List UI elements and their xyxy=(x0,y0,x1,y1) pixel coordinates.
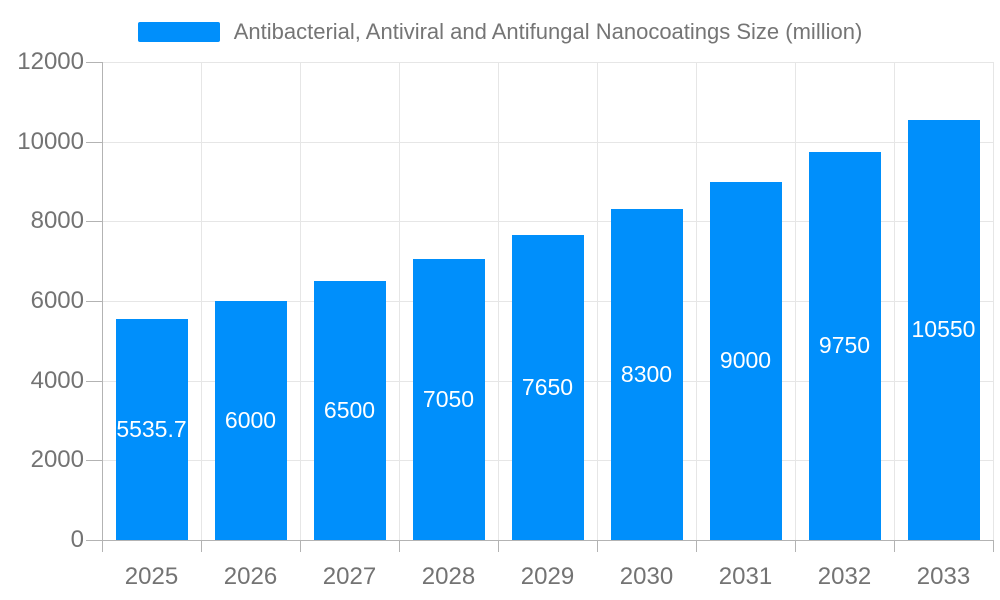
y-axis-tick xyxy=(86,301,102,302)
y-axis-tick xyxy=(86,540,102,541)
x-tick-label: 2030 xyxy=(619,563,674,590)
bar-value-label: 9750 xyxy=(818,332,871,359)
bar-value-label: 5535.7 xyxy=(116,416,187,443)
x-gridline xyxy=(795,62,796,540)
x-axis-tick xyxy=(300,540,301,552)
x-gridline xyxy=(300,62,301,540)
y-tick-label: 4000 xyxy=(30,366,84,394)
y-tick-label: 6000 xyxy=(30,287,84,314)
x-axis-tick xyxy=(795,540,796,552)
x-tick-label: 2033 xyxy=(916,563,971,590)
x-tick-label: 2029 xyxy=(520,563,575,590)
bar[interactable]: 8300 xyxy=(610,209,683,540)
bar-value-label: 6500 xyxy=(323,397,376,424)
x-gridline xyxy=(201,62,202,540)
bar[interactable]: 6500 xyxy=(313,281,386,540)
x-gridline xyxy=(498,62,499,540)
x-axis-tick xyxy=(696,540,697,552)
x-gridline xyxy=(597,62,598,540)
y-axis-tick xyxy=(86,460,102,462)
x-gridline xyxy=(993,62,994,540)
y-axis-line xyxy=(102,62,103,552)
x-tick-label: 2027 xyxy=(322,563,377,590)
y-gridline xyxy=(102,221,993,223)
legend[interactable]: Antibacterial, Antiviral and Antifungal … xyxy=(0,14,1000,50)
bar[interactable]: 9000 xyxy=(709,181,782,540)
x-tick-label: 2028 xyxy=(421,563,476,590)
bar[interactable]: 5535.7 xyxy=(115,319,188,540)
x-axis-tick xyxy=(597,540,598,552)
y-tick-label: 8000 xyxy=(30,207,84,235)
x-axis-tick xyxy=(399,540,400,552)
bar[interactable]: 7050 xyxy=(412,259,485,540)
bar[interactable]: 10550 xyxy=(907,119,980,540)
x-axis-tick xyxy=(498,540,499,552)
legend-swatch xyxy=(137,22,220,42)
y-axis-tick xyxy=(86,221,102,223)
x-axis-line xyxy=(102,540,993,541)
x-gridline xyxy=(894,62,895,540)
x-axis-tick xyxy=(993,540,994,552)
x-gridline xyxy=(696,62,697,540)
x-tick-label: 2026 xyxy=(223,563,278,590)
bar-value-label: 6000 xyxy=(224,407,277,433)
x-tick-label: 2031 xyxy=(718,563,773,590)
bar-value-label: 7650 xyxy=(521,374,574,401)
y-gridline xyxy=(102,62,993,63)
y-tick-label: 2000 xyxy=(30,446,84,474)
x-axis-tick xyxy=(201,540,202,552)
x-tick-label: 2025 xyxy=(124,563,179,590)
bar-value-label: 10550 xyxy=(911,316,976,343)
bar-value-label: 8300 xyxy=(620,361,673,388)
bar[interactable]: 9750 xyxy=(808,151,881,540)
legend-label: Antibacterial, Antiviral and Antifungal … xyxy=(233,19,863,44)
y-axis-tick xyxy=(86,62,102,63)
y-axis-tick xyxy=(86,141,102,143)
bar-value-label: 9000 xyxy=(719,347,772,374)
y-tick-label: 0 xyxy=(70,526,84,553)
bar-value-label: 7050 xyxy=(422,386,475,413)
y-gridline xyxy=(102,141,993,143)
x-axis-tick xyxy=(894,540,895,552)
bar[interactable]: 7650 xyxy=(511,235,584,540)
x-tick-label: 2032 xyxy=(817,563,872,590)
y-tick-label: 10000 xyxy=(17,127,84,155)
y-tick-label: 12000 xyxy=(17,48,84,75)
y-axis-tick xyxy=(86,380,102,382)
x-gridline xyxy=(399,62,400,540)
bar[interactable]: 6000 xyxy=(214,301,287,540)
